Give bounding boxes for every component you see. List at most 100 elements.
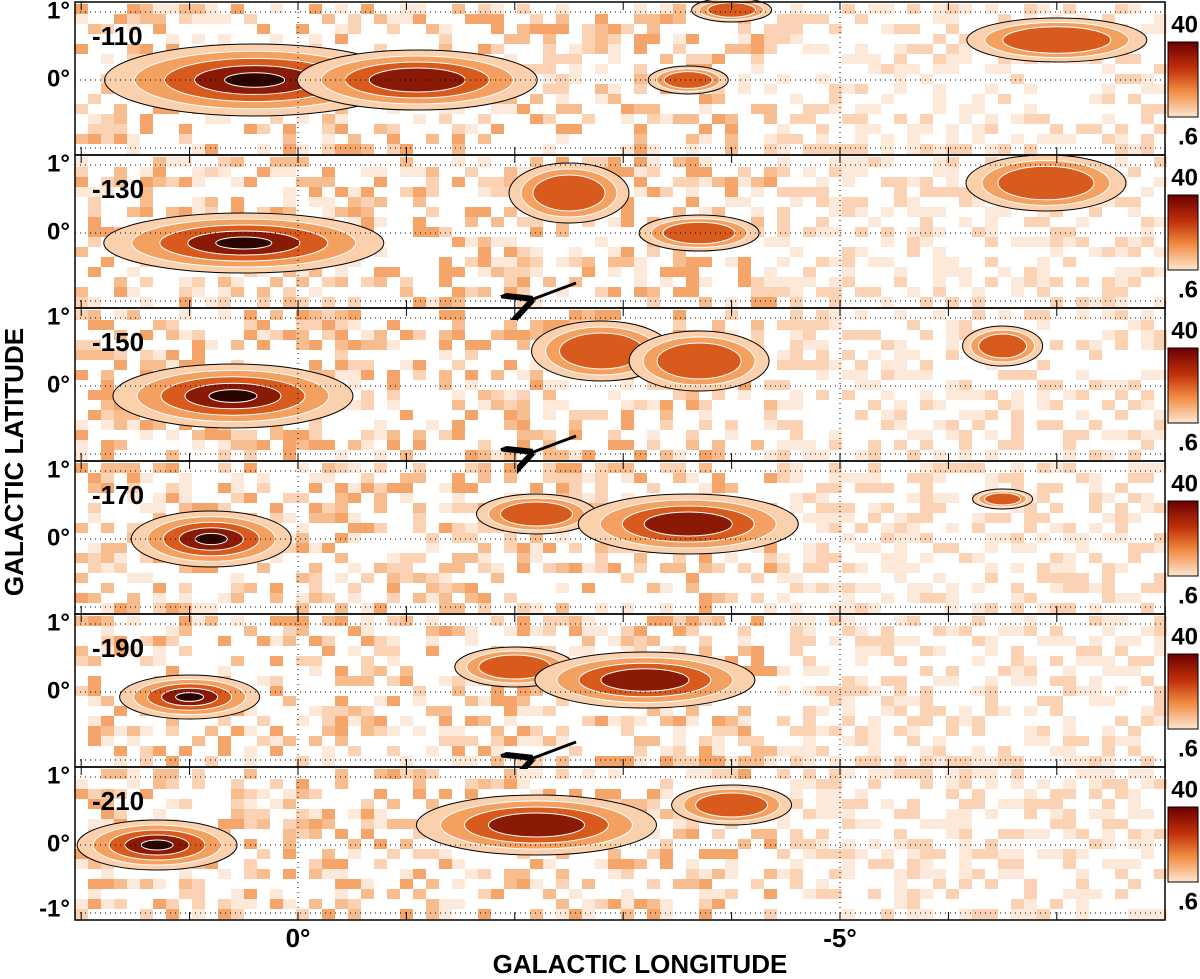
cell: [842, 370, 855, 380]
cell: [1024, 370, 1037, 380]
cell: [361, 370, 374, 380]
cell: [660, 114, 673, 124]
cell: [231, 899, 244, 909]
cell: [595, 24, 608, 34]
cell: [777, 440, 790, 450]
cell: [374, 277, 387, 287]
cell: [387, 430, 400, 440]
cell: [387, 593, 400, 603]
cell: [582, 636, 595, 646]
cell: [387, 616, 400, 626]
cell: [725, 553, 738, 563]
cell: [127, 483, 140, 493]
cell: [1024, 114, 1037, 124]
cell: [907, 726, 920, 736]
cell: [127, 144, 140, 154]
cell: [803, 726, 816, 736]
cell: [842, 513, 855, 523]
cell: [985, 839, 998, 849]
cell: [439, 909, 452, 919]
cell: [127, 463, 140, 473]
cell: [790, 583, 803, 593]
cell: [1037, 849, 1050, 859]
cell: [465, 636, 478, 646]
cell: [426, 573, 439, 583]
cell: [1141, 473, 1154, 483]
cell: [75, 430, 88, 440]
cell: [439, 257, 452, 267]
cell: [387, 340, 400, 350]
cell: [881, 297, 894, 307]
cell: [101, 543, 114, 553]
cell: [569, 746, 582, 756]
cell: [231, 440, 244, 450]
cell: [699, 889, 712, 899]
cell: [868, 124, 881, 134]
cell: [790, 287, 803, 297]
cell: [88, 676, 101, 686]
cell: [257, 676, 270, 686]
cell: [309, 869, 322, 879]
cell: [1102, 94, 1115, 104]
cell: [400, 563, 413, 573]
cell: [647, 287, 660, 297]
cell: [127, 593, 140, 603]
y-tick-label: 1°: [47, 762, 70, 789]
cell: [608, 849, 621, 859]
cell: [504, 420, 517, 430]
cell: [1011, 410, 1024, 420]
cell: [491, 24, 504, 34]
cell: [764, 450, 777, 460]
cell: [764, 177, 777, 187]
cell: [777, 666, 790, 676]
cell: [777, 34, 790, 44]
cell: [335, 726, 348, 736]
cell: [244, 330, 257, 340]
cell: [1154, 330, 1167, 340]
cell: [205, 197, 218, 207]
cell: [75, 14, 88, 24]
cell: [1141, 390, 1154, 400]
cell: [881, 799, 894, 809]
cell: [816, 849, 829, 859]
cell: [608, 390, 621, 400]
cell: [959, 277, 972, 287]
cell: [595, 410, 608, 420]
cell: [686, 114, 699, 124]
cell: [855, 799, 868, 809]
cell: [504, 390, 517, 400]
cell: [634, 563, 647, 573]
cell: [868, 157, 881, 167]
cell: [1128, 380, 1141, 390]
cell: [1141, 716, 1154, 726]
cell: [322, 197, 335, 207]
cell: [985, 603, 998, 613]
cell: [985, 64, 998, 74]
cell: [673, 390, 686, 400]
cell: [907, 450, 920, 460]
cell: [673, 879, 686, 889]
cell: [777, 746, 790, 756]
cell: [517, 4, 530, 14]
cell: [855, 370, 868, 380]
cell: [1011, 656, 1024, 666]
cell: [985, 450, 998, 460]
cell: [543, 626, 556, 636]
cell: [491, 616, 504, 626]
cell: [595, 34, 608, 44]
cell: [114, 360, 127, 370]
cell: [75, 187, 88, 197]
cell: [140, 573, 153, 583]
cell: [270, 686, 283, 696]
cell: [140, 14, 153, 24]
cell: [413, 297, 426, 307]
cell: [985, 676, 998, 686]
cell: [738, 716, 751, 726]
cell: [725, 187, 738, 197]
cell: [816, 889, 829, 899]
cell: [907, 430, 920, 440]
cell: [894, 197, 907, 207]
cell: [842, 809, 855, 819]
cell: [309, 34, 322, 44]
cell: [738, 34, 751, 44]
